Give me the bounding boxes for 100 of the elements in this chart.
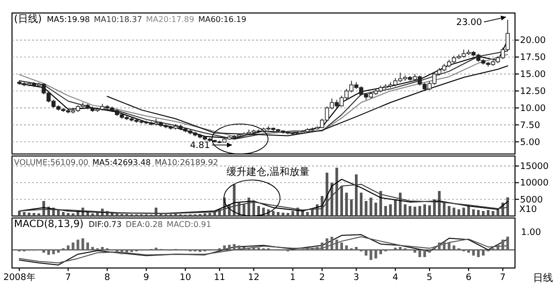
chart-title: (日线) (14, 13, 42, 25)
x-tick-label: 9 (143, 273, 150, 283)
bar (408, 206, 412, 216)
bar (72, 242, 74, 250)
bar (242, 246, 246, 250)
y-tick-label: 5.00 (520, 138, 540, 148)
bar (354, 246, 358, 250)
bar (272, 211, 275, 216)
x-tick-label: 7 (500, 273, 506, 283)
line-series (18, 184, 508, 214)
y-tick-label: 10.00 (520, 104, 546, 114)
bar (448, 206, 450, 216)
bar (428, 205, 431, 216)
text: MA5:42693.48 (92, 158, 151, 167)
bar (47, 250, 50, 255)
line-series (106, 65, 508, 136)
line-series (18, 178, 508, 214)
bar (442, 241, 446, 250)
bar (291, 211, 294, 216)
bar (389, 204, 392, 216)
text: MA5:19.98 (46, 15, 90, 24)
bar (398, 246, 402, 250)
bar (86, 242, 90, 250)
annotation: 23.00 (456, 18, 482, 28)
bar (496, 244, 500, 250)
y-tick-label: 17.50 (520, 53, 546, 64)
bar (418, 250, 422, 258)
bar (320, 242, 324, 250)
bar (276, 212, 280, 216)
chart-title: MACD(8,13,9) (14, 219, 84, 230)
bar (116, 250, 118, 253)
bar (452, 208, 456, 216)
bar (326, 238, 328, 250)
bar (96, 212, 99, 216)
bar (330, 236, 334, 250)
x-tick-label: 12 (248, 273, 260, 283)
x-tick-label: 10 (180, 273, 192, 283)
x-tick-label: 5 (426, 273, 432, 283)
bar (442, 202, 446, 216)
bar (364, 201, 368, 216)
bar (448, 242, 450, 250)
bar (223, 245, 226, 250)
bar (22, 212, 26, 216)
bar (262, 208, 265, 216)
text: MA10:18.37 (94, 15, 142, 24)
text: X10 (519, 205, 538, 215)
bar (340, 242, 343, 250)
bar (374, 202, 378, 216)
text: DIF:0.73 (88, 220, 122, 229)
text: 日线 (533, 272, 553, 283)
bar (428, 250, 431, 253)
y-tick-label: 20.00 (520, 36, 546, 46)
bar (423, 204, 426, 216)
bar (374, 250, 378, 258)
bar (91, 246, 94, 250)
text: MA10:26189.92 (154, 158, 218, 167)
bar (492, 211, 494, 216)
text: VOLUME:56109.00 (14, 158, 88, 167)
bar (62, 212, 65, 216)
bar (76, 240, 80, 250)
bar (32, 213, 36, 216)
bar (242, 204, 246, 216)
bar (238, 245, 240, 250)
bar (477, 210, 480, 216)
y-tick-label: 12.50 (520, 86, 546, 97)
bar (326, 172, 328, 216)
annotation: 4.81 (190, 141, 210, 151)
text: MA20:17.89 (146, 15, 194, 24)
bar (52, 250, 55, 254)
bar (340, 186, 343, 216)
bar (282, 212, 284, 216)
bar (57, 210, 60, 216)
bar (286, 213, 290, 216)
y-tick-label: 7.50 (520, 120, 540, 131)
y-tick-label: 15000 (520, 162, 549, 172)
bar (306, 212, 309, 216)
bar (462, 208, 466, 216)
bar (66, 245, 70, 250)
text: MACD:0.91 (166, 220, 212, 229)
bar (414, 206, 416, 216)
bar (335, 240, 338, 250)
bar (433, 246, 436, 250)
bar (501, 240, 504, 250)
bar (345, 192, 348, 216)
x-tick-label: 6 (466, 273, 472, 283)
bar (208, 213, 212, 216)
bar (477, 250, 480, 258)
bar (370, 198, 372, 216)
bar (316, 246, 319, 250)
x-tick-label: 11 (214, 273, 226, 283)
x-tick-label: 1 (290, 273, 296, 283)
bar (486, 210, 490, 216)
bar (472, 209, 475, 216)
bar (28, 212, 30, 216)
text: 1.00 (520, 228, 542, 238)
bar (482, 211, 485, 216)
bar (418, 206, 422, 216)
bar (228, 244, 231, 250)
bar (66, 213, 70, 216)
x-tick-label: 8 (104, 273, 110, 283)
